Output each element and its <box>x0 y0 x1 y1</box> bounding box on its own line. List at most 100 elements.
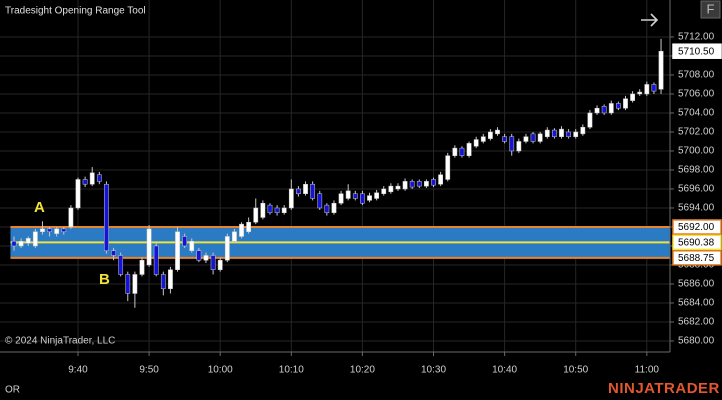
y-tick-label: 5698.00 <box>678 165 715 176</box>
candle-body <box>281 207 287 213</box>
candle-body <box>523 136 529 142</box>
y-tick-label: 5686.00 <box>678 279 715 290</box>
candle-body <box>11 240 17 247</box>
candle-body <box>239 223 244 237</box>
y-tick-label: 5706.00 <box>678 89 715 100</box>
candle-body <box>189 240 195 251</box>
candle-body <box>623 98 628 109</box>
candle-body <box>61 228 67 232</box>
opening-range-layer <box>10 225 670 259</box>
candle-body <box>18 240 24 247</box>
candle-body <box>260 202 266 218</box>
candle-body <box>47 228 52 232</box>
y-tick-label: 5682.00 <box>678 317 715 328</box>
candle-body <box>175 231 180 270</box>
candle-body <box>488 131 493 139</box>
x-tick-label: 10:50 <box>563 365 588 376</box>
candle-body <box>267 204 273 213</box>
candle-body <box>210 255 216 270</box>
candle-body <box>217 259 223 270</box>
x-tick-label: 10:40 <box>492 365 517 376</box>
candle-body <box>608 103 614 114</box>
candle-body <box>502 136 507 142</box>
range-mid-label-box <box>672 234 722 251</box>
range-high-label-box <box>672 219 722 235</box>
arrow-icon <box>641 13 659 27</box>
candle-body <box>153 245 159 275</box>
last-price-label: 5710.50 <box>678 46 715 57</box>
candle-body <box>644 84 650 95</box>
label-layer: 5680.005682.005684.005686.005688.005690.… <box>68 32 722 376</box>
candle-body <box>573 131 579 137</box>
candle-body <box>402 181 408 190</box>
y-tick-label: 5702.00 <box>678 127 715 138</box>
y-tick-label: 5696.00 <box>678 184 715 195</box>
annotation-b: B <box>99 271 110 288</box>
y-tick-label: 5694.00 <box>678 203 715 214</box>
candle-body <box>530 133 536 142</box>
candle-body <box>509 136 515 152</box>
y-tick-label: 5700.00 <box>678 146 715 157</box>
f-button-box <box>700 0 721 19</box>
candle-body <box>566 131 571 137</box>
candle-body <box>196 250 202 261</box>
candle-body <box>132 274 138 294</box>
candle-body <box>637 91 643 95</box>
candle-body <box>224 236 230 261</box>
candle-body <box>253 207 259 223</box>
candle-body <box>480 136 486 142</box>
candle-body <box>303 183 308 194</box>
candle-body <box>473 139 479 147</box>
candle-body <box>345 190 351 199</box>
candle-body <box>374 192 380 199</box>
candle-body <box>32 231 38 247</box>
candle-body <box>160 274 166 289</box>
candle-body <box>40 228 45 232</box>
y-tick-label: 5708.00 <box>678 70 715 81</box>
y-tick-label: 5684.00 <box>678 298 715 309</box>
candle-body <box>296 188 301 194</box>
y-tick-label: 5704.00 <box>678 108 715 119</box>
candle-body <box>288 188 294 209</box>
candle-body <box>651 84 657 92</box>
axis-layer <box>0 0 671 353</box>
y-tick-label: 5712.00 <box>678 32 715 43</box>
f-button[interactable]: F <box>700 0 721 19</box>
candle-body <box>445 155 451 180</box>
candle-body <box>89 172 95 185</box>
candle-body <box>630 93 635 101</box>
candle-body <box>331 202 337 213</box>
x-tick-label: 11:00 <box>635 365 660 376</box>
x-tick-label: 10:20 <box>350 365 375 376</box>
candle-body <box>544 129 550 137</box>
candle-body <box>395 185 401 190</box>
candle-body <box>317 193 323 209</box>
candle-body <box>601 106 607 114</box>
candle-body <box>246 221 252 232</box>
candle-body <box>232 231 237 242</box>
status-label: OR <box>5 385 20 396</box>
candle-body <box>580 126 586 135</box>
candle-body <box>75 179 81 209</box>
f-button-label: F <box>707 1 715 16</box>
candle-body <box>111 250 116 256</box>
brand-logo: NINJATRADER <box>608 380 720 397</box>
candle-body <box>587 112 593 128</box>
y-tick-label: 5680.00 <box>678 336 715 347</box>
range-high-label: 5692.00 <box>678 222 715 233</box>
candle-body <box>658 50 664 90</box>
candle-body <box>381 188 387 194</box>
candle-body <box>182 236 188 247</box>
candle-body <box>54 228 60 234</box>
arrow-button[interactable] <box>641 13 659 27</box>
candle-body <box>352 193 358 199</box>
range-mid-label: 5690.38 <box>678 238 715 249</box>
x-tick-label: 10:10 <box>279 365 304 376</box>
candle-body <box>104 183 109 251</box>
candle-body <box>516 141 522 152</box>
last-price-label-box <box>672 43 722 59</box>
candle-body <box>559 128 564 137</box>
candle-body <box>459 147 465 156</box>
candle-body <box>310 183 316 199</box>
